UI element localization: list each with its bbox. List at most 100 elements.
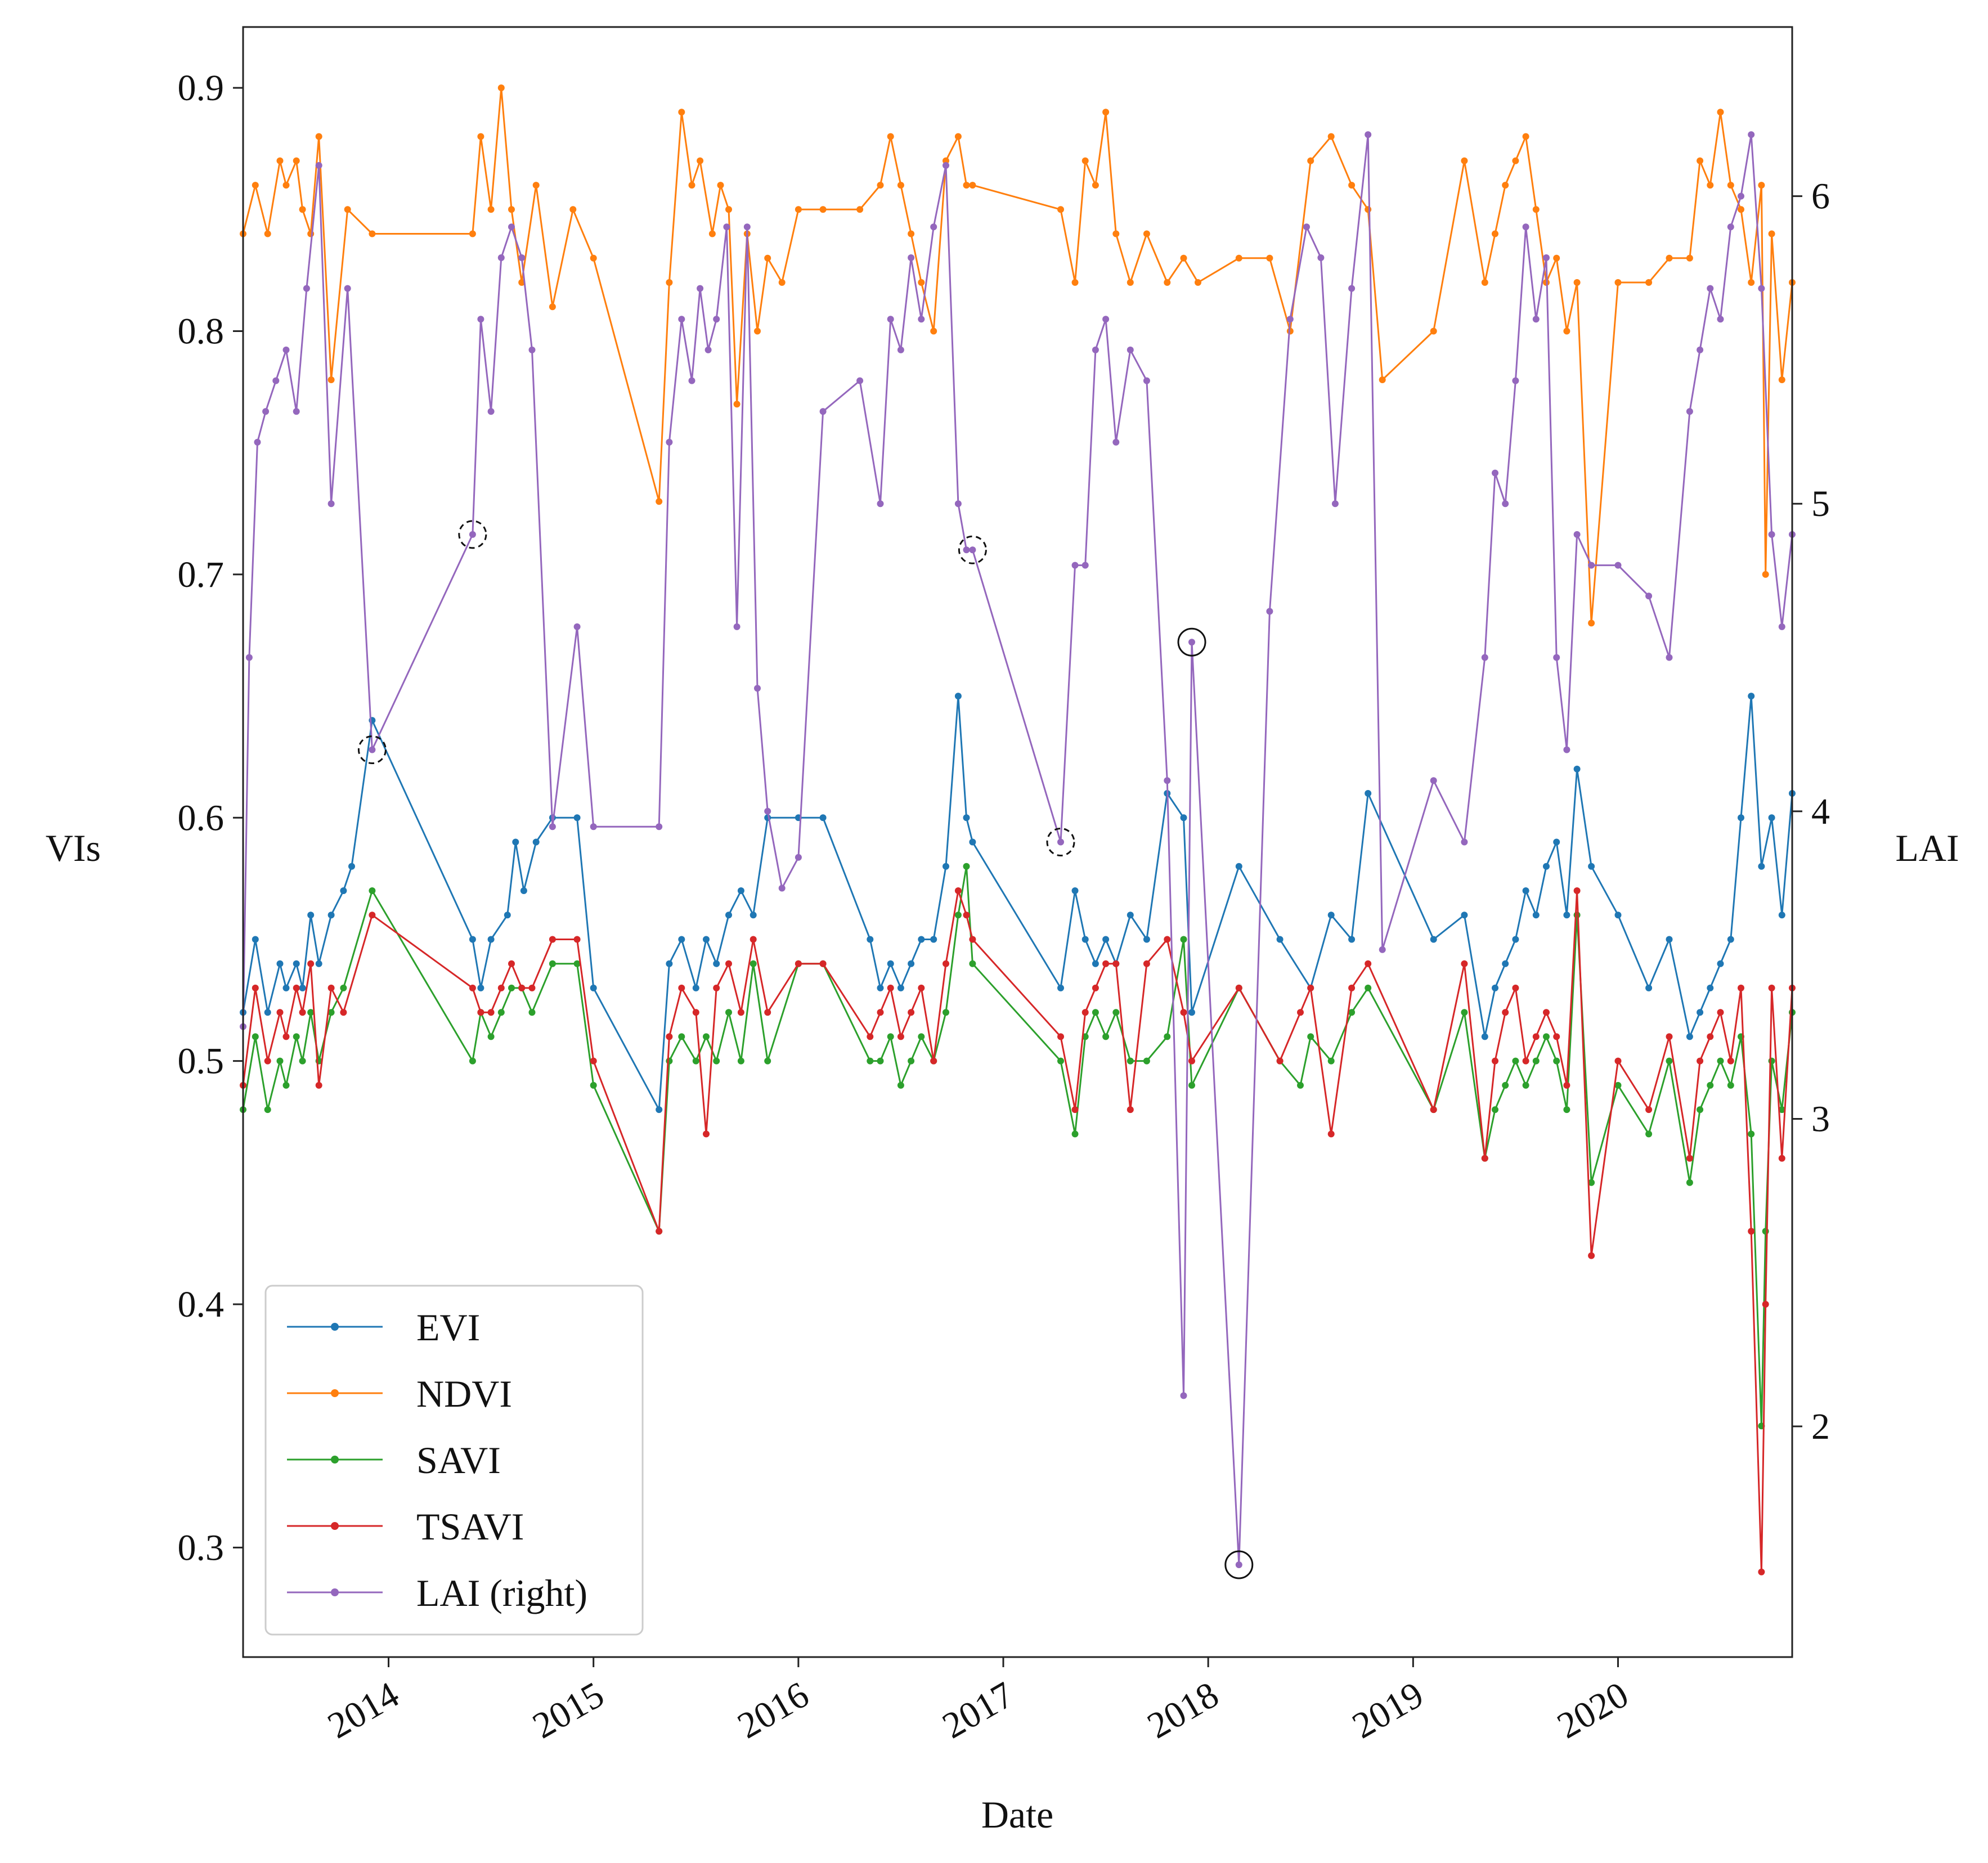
tsavi-point (908, 1009, 915, 1016)
savi-point (1748, 1130, 1755, 1138)
ndvi-point (1717, 109, 1724, 116)
y-axis-right-label: LAI (1895, 827, 1959, 869)
evi-point (1573, 765, 1581, 773)
savi-point (1071, 1130, 1079, 1138)
evi-point (1727, 936, 1734, 943)
savi-point (725, 1009, 732, 1016)
lai-point (1348, 285, 1356, 292)
ndvi-point (1057, 206, 1064, 213)
tsavi-point (1512, 984, 1519, 991)
lai-point (487, 408, 495, 415)
savi-point (549, 960, 556, 967)
evi-point (877, 984, 884, 991)
tsavi-point (1092, 984, 1099, 991)
lai-point (1588, 562, 1595, 569)
evi-point (1461, 912, 1468, 919)
savi-point (1573, 912, 1581, 919)
lai-point (819, 408, 827, 415)
ndvi-point (1379, 376, 1386, 383)
evi-point (1614, 912, 1622, 919)
legend-label: LAI (right) (416, 1572, 587, 1614)
evi-point (1686, 1033, 1693, 1040)
tsavi-point (1143, 960, 1150, 967)
lai-point (908, 254, 915, 261)
savi-point (1143, 1057, 1150, 1065)
lai-point (1727, 223, 1734, 231)
evi-point (1748, 693, 1755, 700)
evi-point (918, 936, 925, 943)
lai-point (1102, 316, 1110, 323)
savi-point (573, 960, 581, 967)
savi-point (692, 1057, 699, 1065)
ndvi-point (954, 133, 962, 140)
lai-point (764, 807, 771, 815)
legend-item-tsavi: TSAVI (287, 1505, 524, 1548)
tsavi-point (477, 1009, 484, 1016)
tsavi-point (1686, 1155, 1693, 1162)
ndvi-point (1164, 279, 1171, 286)
tsavi-point (703, 1130, 710, 1138)
tsavi-point (1348, 984, 1356, 991)
evi-point (1071, 887, 1079, 894)
evi-point (1143, 936, 1150, 943)
ndvi-point (590, 254, 597, 262)
lai-point (1127, 346, 1134, 353)
legend-marker (331, 1389, 339, 1397)
tsavi-point (282, 1033, 290, 1040)
lai-point (856, 377, 864, 384)
savi-point (282, 1081, 290, 1089)
tsavi-point (293, 984, 300, 991)
tsavi-point (1307, 984, 1314, 991)
savi-point (1127, 1057, 1134, 1065)
evi-point (282, 984, 290, 991)
legend-marker (331, 1522, 339, 1530)
tsavi-point (1762, 1301, 1769, 1308)
ndvi-point (1758, 182, 1765, 189)
ndvi-point (315, 133, 322, 140)
ndvi-point (1778, 376, 1785, 383)
lai-point (969, 546, 976, 554)
savi-point (1522, 1081, 1529, 1089)
ndvi-point (733, 401, 741, 408)
evi-point (293, 960, 300, 967)
ndvi-point (1686, 254, 1693, 262)
ndvi-point (1071, 279, 1079, 286)
y-right-tick-label: 4 (1811, 791, 1830, 832)
ndvi-point (1532, 206, 1540, 213)
ndvi-point (549, 303, 556, 311)
evi-point (725, 912, 732, 919)
lai-point (508, 223, 515, 231)
tsavi-point (528, 984, 536, 991)
savi-point (877, 1057, 884, 1065)
lai-point (733, 623, 741, 630)
evi-point (264, 1009, 271, 1016)
ndvi-point (666, 279, 673, 286)
tsavi-point (867, 1033, 874, 1040)
savi-point (969, 960, 976, 967)
savi-point (918, 1033, 925, 1040)
ndvi-point (856, 206, 864, 213)
legend-item-lai: LAI (right) (287, 1572, 587, 1614)
ndvi-point (1180, 254, 1187, 262)
evi-point (1738, 814, 1744, 821)
lai-point (1758, 285, 1765, 292)
lai-point (254, 438, 261, 446)
lai-point (1573, 531, 1581, 538)
lai-point (930, 223, 937, 231)
legend-item-ndvi: NDVI (287, 1372, 512, 1415)
tsavi-point (764, 1009, 771, 1016)
tsavi-point (1057, 1033, 1064, 1040)
lai-point (1697, 346, 1704, 353)
tsavi-point (954, 887, 962, 894)
evi-point (969, 838, 976, 846)
lai-point (469, 531, 476, 538)
ndvi-point (1762, 571, 1769, 578)
ndvi-point (1092, 182, 1099, 189)
savi-point (1512, 1057, 1519, 1065)
lai-point (704, 346, 712, 353)
tsavi-point (1563, 1081, 1570, 1089)
tsavi-point (1532, 1033, 1540, 1040)
ndvi-point (1430, 327, 1437, 335)
tsavi-point (1430, 1106, 1437, 1114)
savi-point (1092, 1009, 1099, 1016)
